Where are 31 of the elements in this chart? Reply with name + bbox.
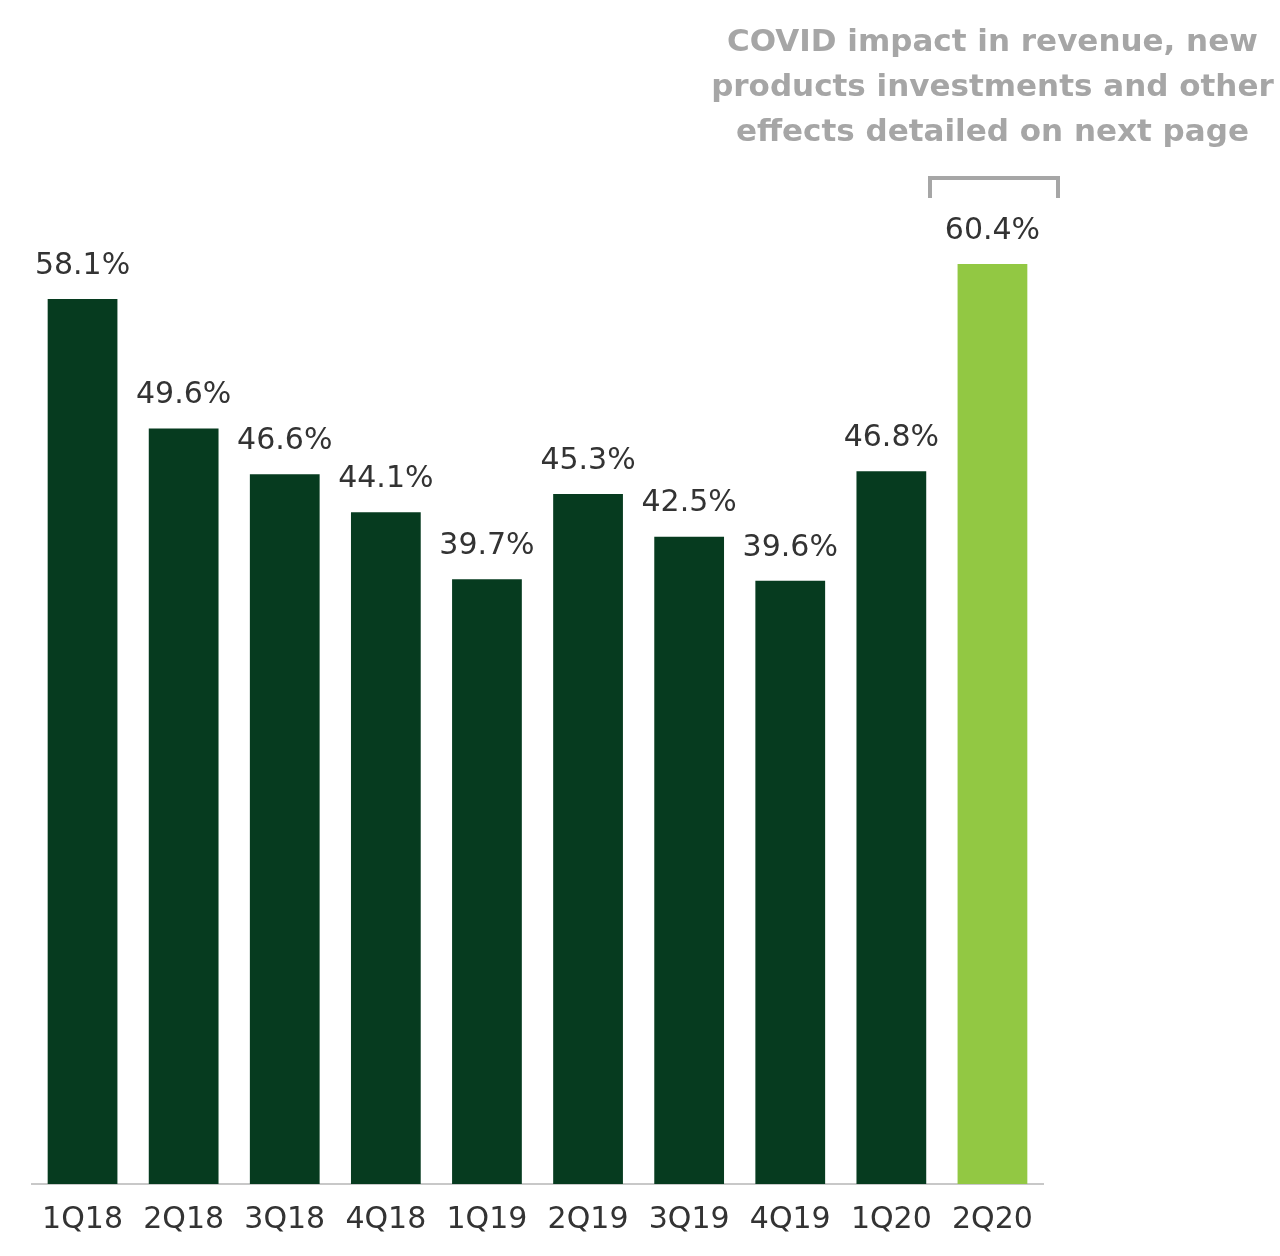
bar bbox=[148, 428, 219, 1184]
data-label: 45.3% bbox=[540, 440, 636, 476]
data-label: 46.8% bbox=[843, 417, 940, 453]
x-tick-label: 2Q18 bbox=[143, 1199, 225, 1235]
x-tick-label: 2Q19 bbox=[547, 1199, 629, 1235]
bar bbox=[452, 579, 522, 1184]
data-label: 60.4% bbox=[944, 210, 1041, 246]
bar bbox=[47, 299, 118, 1184]
data-label: 44.1% bbox=[338, 459, 434, 495]
x-tick-label: 4Q19 bbox=[749, 1199, 831, 1235]
bar bbox=[249, 474, 320, 1184]
data-label: 58.1% bbox=[34, 245, 131, 281]
bar bbox=[654, 536, 725, 1184]
data-label: 42.5% bbox=[641, 483, 737, 519]
x-tick-label: 1Q20 bbox=[850, 1199, 932, 1235]
data-label: 46.6% bbox=[237, 421, 333, 456]
data-label: 39.7% bbox=[439, 526, 535, 562]
x-tick-label: 1Q18 bbox=[42, 1199, 123, 1235]
data-label: 39.6% bbox=[742, 527, 838, 563]
x-tick-label: 4Q18 bbox=[345, 1199, 427, 1235]
bar bbox=[755, 580, 826, 1184]
bar bbox=[553, 494, 623, 1184]
x-tick-label: 3Q18 bbox=[244, 1199, 326, 1235]
x-tick-label: 1Q19 bbox=[446, 1199, 528, 1235]
data-label: 49.6% bbox=[135, 375, 232, 411]
text: COVID impact in revenue, new products investments and other effects detailed on next page bbox=[710, 21, 1275, 150]
x-tick-label: 2Q20 bbox=[952, 1199, 1033, 1235]
bar bbox=[856, 471, 927, 1184]
bar bbox=[350, 512, 421, 1184]
bar bbox=[957, 264, 1028, 1184]
x-tick-label: 3Q19 bbox=[648, 1199, 730, 1235]
